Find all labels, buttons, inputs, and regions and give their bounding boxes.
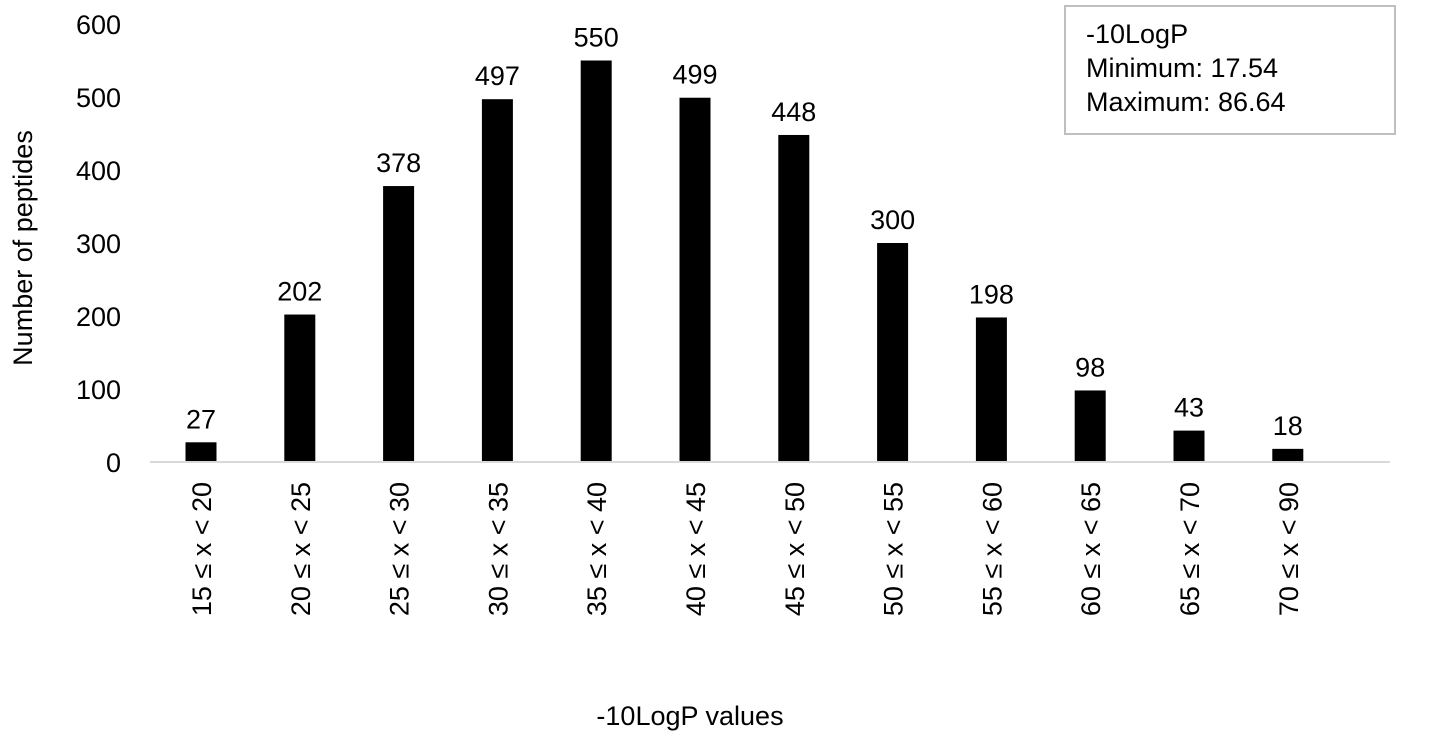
data-label: 499 [672,60,717,90]
bars [185,60,1304,462]
y-tick-label: 600 [76,10,121,40]
bar [975,317,1007,462]
annotation-line-minimum: Minimum: 17.54 [1086,53,1279,83]
data-label: 550 [574,23,619,53]
y-tick-labels: 0 100 200 300 400 500 600 [76,10,121,478]
data-labels: 27 202 378 497 550 499 448 300 198 98 43 18 [186,23,1303,441]
bar [580,60,612,462]
y-axis-title: Number of peptides [8,130,38,366]
x-tick-label: 45 ≤ x < 50 [780,482,810,616]
data-label: 497 [475,61,520,91]
x-axis-title: -10LogP values [596,701,783,731]
bar [1074,390,1106,462]
bar [481,99,513,462]
y-tick-label: 300 [76,229,121,259]
x-tick-label: 25 ≤ x < 30 [385,482,415,616]
data-label: 18 [1273,411,1303,441]
bar [1272,448,1304,462]
annotation-line-title: -10LogP [1086,19,1189,49]
data-label: 300 [870,205,915,235]
data-label: 27 [186,404,216,434]
data-label: 202 [277,277,322,307]
x-tick-label: 65 ≤ x < 70 [1175,482,1205,616]
x-tick-labels: 15 ≤ x < 20 20 ≤ x < 25 25 ≤ x < 30 30 ≤ x … [187,482,1304,616]
x-tick-label: 60 ≤ x < 65 [1076,482,1106,616]
y-tick-label: 400 [76,156,121,186]
bar [185,442,217,462]
bar [778,134,810,462]
x-tick-label: 15 ≤ x < 20 [187,482,217,616]
x-tick-label: 55 ≤ x < 60 [977,482,1007,616]
bar [877,243,909,462]
bar [679,97,711,462]
bar [1173,430,1205,462]
y-tick-label: 200 [76,302,121,332]
y-tick-label: 500 [76,83,121,113]
data-label: 98 [1075,352,1105,382]
data-label: 448 [771,97,816,127]
x-tick-label: 70 ≤ x < 90 [1274,482,1304,616]
annotation-line-maximum: Maximum: 86.64 [1086,87,1286,117]
data-label: 378 [376,148,421,178]
data-label: 198 [969,279,1014,309]
y-tick-label: 0 [106,448,121,478]
x-tick-label: 50 ≤ x < 55 [879,482,909,616]
annotation-box: -10LogP Minimum: 17.54 Maximum: 86.64 [1064,5,1396,135]
bar [284,314,316,462]
x-tick-label: 20 ≤ x < 25 [286,482,316,616]
x-tick-label: 40 ≤ x < 45 [681,482,711,616]
x-tick-label: 30 ≤ x < 35 [483,482,513,616]
data-label: 43 [1174,393,1204,423]
x-tick-label: 35 ≤ x < 40 [582,482,612,616]
bar [383,186,415,462]
y-tick-label: 100 [76,375,121,405]
